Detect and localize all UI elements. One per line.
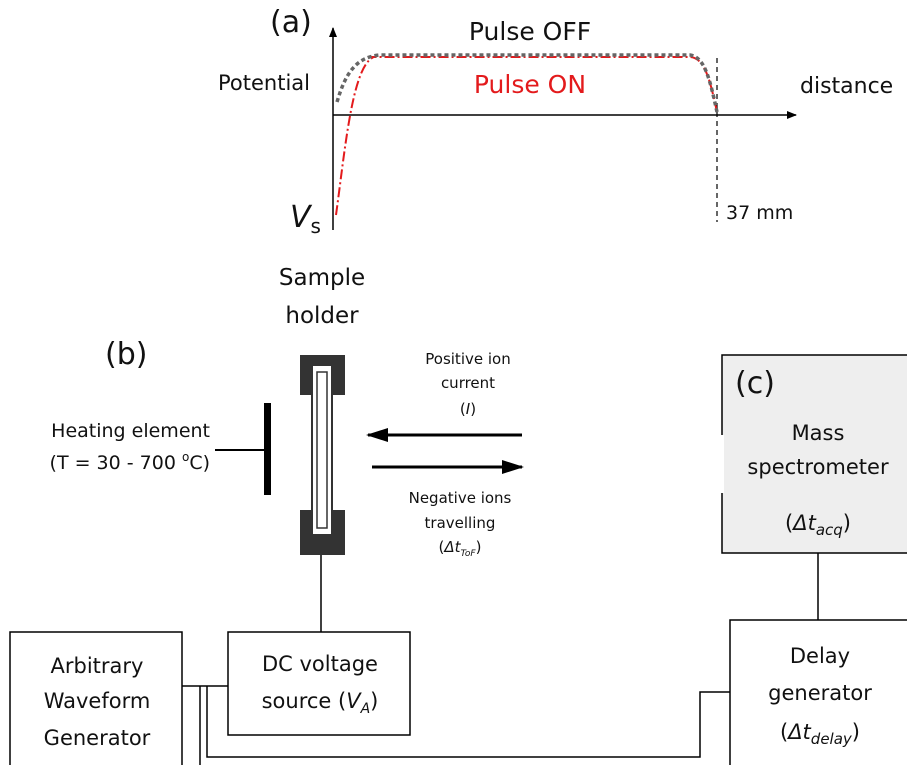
text-part: (: [780, 720, 788, 744]
text-part: (: [460, 400, 466, 418]
pulse-on-curve: [335, 56, 718, 216]
panel-label: (b): [105, 337, 147, 372]
delay-label: generator: [768, 681, 872, 705]
panel-label: (a): [270, 5, 312, 40]
positive-ions-label: current: [441, 374, 495, 392]
text-part: ): [370, 689, 378, 713]
positive-ions-label: (I): [460, 400, 476, 418]
heating-label: (T = 30 - 700 oC): [50, 450, 210, 474]
wire: [206, 686, 730, 758]
text-part: o: [182, 450, 189, 464]
x-axis-label: distance: [800, 74, 893, 99]
text-part: delay: [811, 730, 853, 748]
text-part: I: [466, 400, 471, 418]
vs-label: Vs: [290, 200, 321, 238]
pulse-on-label: Pulse ON: [474, 70, 586, 99]
panel-label: (c): [735, 366, 775, 401]
delay-box: [729, 619, 907, 765]
sample-holder-label: Sample: [279, 265, 365, 291]
vs-main: V: [290, 200, 313, 235]
delay-label: Delay: [790, 644, 850, 668]
vs-sub: s: [311, 214, 321, 238]
text-part: (: [439, 538, 445, 556]
text-part: ): [476, 538, 482, 556]
text-part: Δt: [786, 720, 811, 744]
negative-ions-label: Negative ions: [409, 489, 512, 507]
mass-spec-label: (Δtacq): [785, 511, 851, 539]
text-part: source (: [262, 689, 347, 713]
pulse-off-label: Pulse OFF: [469, 17, 591, 46]
text-part: ): [470, 400, 476, 418]
text-part: A: [360, 701, 371, 717]
text-part: ): [852, 720, 860, 744]
dc-label: source (VA): [262, 689, 379, 717]
heating-element: [264, 403, 271, 495]
heating-label: Heating element: [51, 420, 210, 442]
awg-box: [9, 631, 183, 765]
text-part: V: [346, 689, 362, 713]
mass-spec-label: spectrometer: [747, 455, 889, 479]
mass-spec-box: [721, 354, 907, 554]
dc-label: DC voltage: [262, 652, 378, 676]
distance-mark: 37 mm: [726, 202, 793, 224]
awg-label: Generator: [44, 726, 151, 750]
text-part: (T = 30 - 700: [50, 452, 182, 474]
box-gap: [719, 435, 724, 493]
negative-ions-label: travelling: [425, 514, 496, 532]
positive-ions-label: Positive ion: [425, 350, 510, 368]
delay-label: (Δtdelay): [780, 720, 860, 748]
dc-box: [227, 631, 411, 736]
awg-label: Arbitrary: [51, 654, 144, 678]
text-part: (: [785, 511, 793, 535]
text-part: C): [189, 452, 210, 474]
negative-ions-label: (ΔtToF): [439, 538, 482, 559]
pulse-off-curve: [335, 53, 719, 113]
awg-label: Waveform: [44, 689, 151, 713]
mass-spec-label: Mass: [792, 421, 845, 445]
text-part: acq: [816, 521, 843, 539]
text-part: ): [843, 511, 851, 535]
sample-holder-label: holder: [285, 303, 359, 329]
sample-inner: [316, 371, 328, 529]
text-part: Δt: [443, 538, 461, 556]
text-part: Δt: [791, 511, 816, 535]
text-part: ToF: [461, 549, 477, 559]
y-axis-label: Potential: [218, 71, 310, 95]
